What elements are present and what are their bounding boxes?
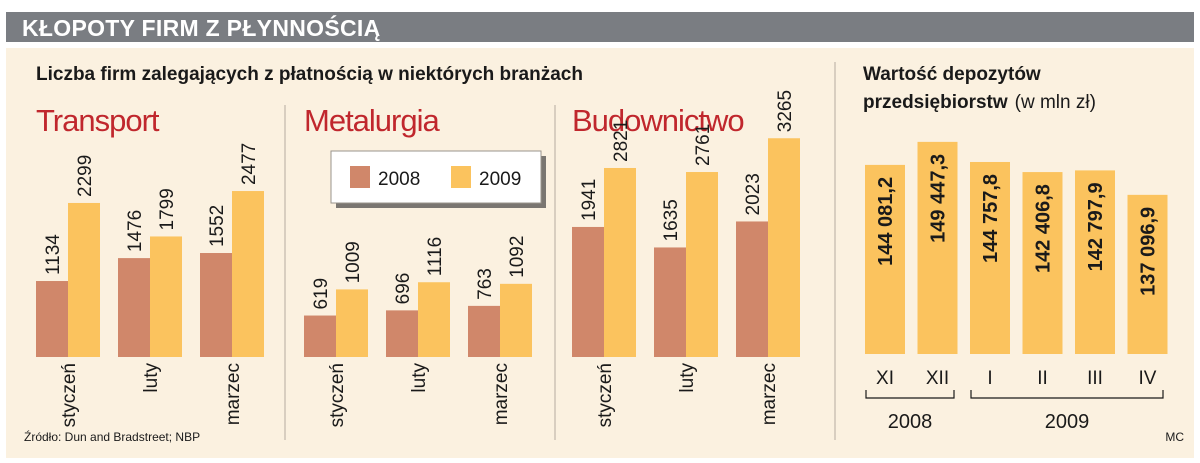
- deposit-month-II: II: [1037, 368, 1048, 389]
- deposit-value-III: 142 797,9: [1085, 182, 1107, 271]
- legend: 2008 2009: [330, 150, 546, 208]
- value-label-2008-styczeń: 1134: [43, 234, 64, 275]
- deposit-value-IV: 137 096,9: [1138, 207, 1160, 296]
- left-subtitle: Liczba firm zalegających z płatnością w …: [36, 64, 583, 85]
- section-title-1: Transport: [36, 103, 160, 138]
- section-title-3: Budownictwo: [572, 103, 744, 138]
- value-label-2009-styczeń: 2821: [611, 120, 632, 162]
- bar-2009-marzec: [232, 191, 264, 357]
- legend-label-2008: 2008: [378, 169, 420, 190]
- deposit-value-XI: 144 081,2: [875, 177, 897, 266]
- month-label-styczeń: styczeń: [595, 363, 616, 427]
- month-label-marzec: marzec: [759, 363, 780, 425]
- credit: MC: [1165, 430, 1184, 444]
- value-label-2008-luty: 696: [393, 273, 414, 305]
- page-title: KŁOPOTY FIRM Z PŁYNNOŚCIĄ: [22, 15, 381, 41]
- deposit-bar-III: [1075, 170, 1115, 354]
- value-label-2008-styczeń: 619: [311, 278, 332, 310]
- value-label-2008-marzec: 763: [475, 268, 496, 300]
- bracket-2009: [970, 390, 1164, 399]
- bar-2009-luty: [686, 172, 718, 357]
- value-label-2009-luty: 1116: [425, 237, 446, 276]
- deposit-month-I: I: [987, 368, 992, 389]
- deposit-month-IV: IV: [1139, 368, 1157, 389]
- bar-2008-luty: [654, 247, 686, 357]
- value-label-2009-styczeń: 2299: [75, 155, 96, 197]
- deposit-month-XI: XI: [876, 368, 894, 389]
- header-bar: KŁOPOTY FIRM Z PŁYNNOŚCIĄ: [6, 12, 1194, 42]
- right-subtitle-unit: (w mln zł): [1015, 92, 1096, 113]
- deposit-value-II: 142 406,8: [1033, 184, 1055, 273]
- bar-2009-styczeń: [604, 167, 636, 357]
- value-label-2008-marzec: 1552: [207, 205, 228, 247]
- month-label-luty: luty: [141, 363, 162, 393]
- bar-2009-styczeń: [336, 289, 368, 357]
- deposit-bar-II: [1022, 172, 1063, 354]
- year-label-2008: 2008: [888, 411, 933, 433]
- deposit-month-XII: XII: [926, 368, 949, 389]
- deposit-value-XII: 149 447,3: [928, 154, 950, 243]
- bar-2009-styczeń: [68, 202, 100, 357]
- section-title-2: Metalurgia: [304, 103, 440, 138]
- month-label-styczeń: styczeń: [327, 363, 348, 427]
- bar-2009-luty: [418, 282, 450, 357]
- deposit-bar-XI: [865, 164, 905, 354]
- bar-2008-styczeń: [36, 281, 68, 357]
- bar-2009-luty: [150, 236, 182, 357]
- bar-2008-styczeń: [572, 226, 604, 357]
- legend-label-2009: 2009: [479, 169, 521, 190]
- legend-swatch-2009: [451, 166, 471, 188]
- bar-2008-marzec: [736, 221, 768, 357]
- bar-2009-marzec: [768, 138, 800, 357]
- deposit-bar-I: [970, 161, 1010, 354]
- month-label-luty: luty: [409, 363, 430, 393]
- deposit-bar-IV: [1127, 194, 1168, 354]
- deposit-value-I: 144 757,8: [980, 174, 1002, 263]
- month-label-marzec: marzec: [491, 363, 512, 425]
- value-label-2009-luty: 2761: [693, 124, 714, 166]
- source-note: Źródło: Dun and Bradstreet; NBP: [24, 429, 200, 444]
- value-label-2009-marzec: 1092: [507, 236, 528, 278]
- month-label-luty: luty: [677, 363, 698, 393]
- month-label-styczeń: styczeń: [59, 363, 80, 427]
- deposit-bar-XII: [917, 141, 958, 354]
- bar-2009-marzec: [500, 283, 532, 357]
- bar-2008-styczeń: [304, 315, 336, 357]
- year-brackets: 2008 2009: [865, 390, 1164, 433]
- bracket-2008: [865, 390, 955, 399]
- value-label-2009-luty: 1799: [157, 188, 178, 230]
- bar-2008-marzec: [468, 305, 500, 357]
- value-label-2009-styczeń: 1009: [343, 241, 364, 283]
- value-label-2009-marzec: 3265: [775, 90, 796, 132]
- deposit-month-III: III: [1087, 368, 1103, 389]
- value-label-2009-marzec: 2477: [239, 143, 260, 185]
- bar-2008-luty: [386, 310, 418, 357]
- year-label-2009: 2009: [1045, 411, 1090, 433]
- chart-marks: Transport 1134 2299 styczeń 1476 1799 luty 1552…: [36, 90, 1168, 427]
- value-label-2008-styczeń: 1941: [579, 179, 600, 221]
- right-subtitle-bold: przedsiębiorstw: [863, 92, 1008, 113]
- right-subtitle-line1: Wartość depozytów: [863, 64, 1041, 85]
- month-label-marzec: marzec: [223, 363, 244, 425]
- bar-2008-marzec: [200, 253, 232, 357]
- value-label-2008-marzec: 2023: [743, 173, 764, 215]
- bar-2008-luty: [118, 258, 150, 357]
- right-subtitle-line2: przedsiębiorstw (w mln zł): [863, 92, 1096, 113]
- value-label-2008-luty: 1635: [661, 199, 682, 241]
- value-label-2008-luty: 1476: [125, 210, 146, 252]
- legend-swatch-2008: [350, 166, 370, 188]
